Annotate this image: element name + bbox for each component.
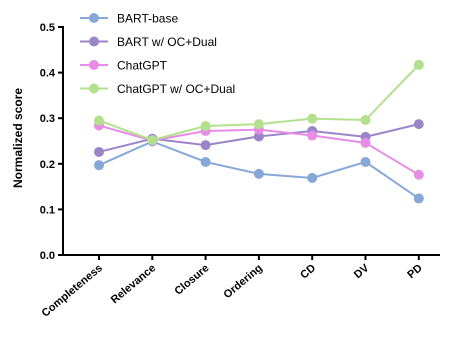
x-tick-label: Relevance [109,262,158,306]
data-point [360,156,371,167]
y-tick-label: 0.1 [40,204,55,216]
data-point [200,156,211,167]
data-point [253,131,264,142]
x-axis-ticks: Completeness Relevance Closure Ordering CD DV… [40,255,425,320]
legend-item: BART w/ OC+Dual [80,35,217,49]
y-tick-label: 0.4 [40,68,56,80]
data-point [94,146,104,157]
data-point [200,140,211,151]
data-point [413,119,424,130]
legend-item: ChatGPT w/ OC+Dual [80,82,235,96]
legend-marker [89,60,99,70]
x-tick-label: DV [352,262,372,281]
data-point [413,169,424,180]
y-tick-label: 0.0 [40,250,55,262]
legend-item: ChatGPT [80,59,168,73]
data-point [94,160,104,171]
x-tick-label: Ordering [222,262,265,301]
x-tick-label: Completeness [40,262,105,320]
x-tick-label: CD [298,262,318,281]
legend-marker [89,13,99,23]
legend: BART-base BART w/ OC+Dual ChatGPT ChatGPT w… [80,12,235,96]
data-point [94,115,104,126]
y-tick-label: 0.3 [40,113,55,125]
data-point [253,168,264,179]
legend-label: BART w/ OC+Dual [117,35,217,49]
data-point [307,172,318,183]
series-4 [94,59,424,146]
data-point [307,130,318,141]
y-axis-ticks: 0.0 0.1 0.2 0.3 0.4 0.5 [40,22,63,262]
legend-item: BART-base [80,12,178,26]
data-point [253,119,264,130]
series-layer [94,59,424,204]
y-axis-title: Normalized score [11,88,25,188]
data-point [200,120,211,131]
legend-marker [89,83,99,94]
data-point [413,193,424,204]
data-point [147,135,158,146]
x-tick-label: Closure [172,262,211,298]
legend-label: ChatGPT w/ OC+Dual [117,82,235,96]
y-tick-label: 0.5 [40,22,55,34]
legend-label: BART-base [117,12,178,26]
data-point [307,113,318,124]
series-1 [94,136,424,204]
data-point [360,137,371,148]
data-point [360,115,371,126]
legend-label: ChatGPT [117,59,168,73]
data-point [413,59,424,70]
legend-marker [89,36,99,47]
x-tick-label: PD [405,262,424,281]
y-tick-label: 0.2 [40,159,55,171]
